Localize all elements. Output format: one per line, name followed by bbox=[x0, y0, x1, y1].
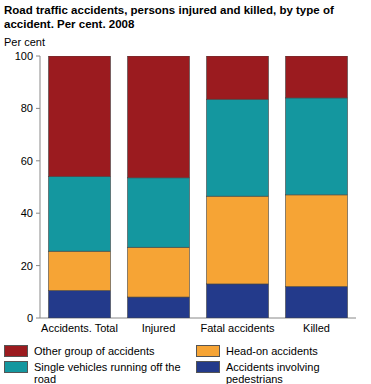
y-tick-label: 40 bbox=[21, 207, 33, 219]
bar-segment bbox=[286, 195, 348, 287]
x-tick-label: Accidents. Total bbox=[41, 322, 118, 334]
y-tick bbox=[36, 318, 40, 319]
y-tick-label: 0 bbox=[27, 312, 33, 324]
legend-entry: Other group of accidents bbox=[4, 345, 184, 357]
x-tick-label: Killed bbox=[303, 322, 330, 334]
bar-segment bbox=[128, 247, 190, 297]
bar-segment bbox=[286, 287, 348, 318]
legend-label: Head-on accidents bbox=[226, 345, 356, 357]
y-tick-label: 20 bbox=[21, 260, 33, 272]
legend-label: Single vehicles running off the road bbox=[34, 361, 184, 384]
y-tick bbox=[36, 108, 40, 109]
y-tick bbox=[36, 56, 40, 57]
x-tick-label: Injured bbox=[142, 322, 176, 334]
bar-segment bbox=[49, 177, 111, 252]
y-tick bbox=[36, 265, 40, 266]
legend-entry: Single vehicles running off the road bbox=[4, 361, 184, 384]
y-tick bbox=[36, 213, 40, 214]
legend-entry: Head-on accidents bbox=[196, 345, 356, 357]
bar-segment bbox=[286, 98, 348, 195]
legend-swatch bbox=[4, 361, 28, 373]
bar-segment bbox=[207, 99, 269, 196]
bar-segment bbox=[128, 178, 190, 247]
title: Road traffic accidents, persons injured … bbox=[4, 3, 334, 31]
legend-swatch bbox=[196, 345, 220, 357]
y-tick-label: 80 bbox=[21, 102, 33, 114]
bar-segment bbox=[207, 284, 269, 318]
x-tick-label: Fatal accidents bbox=[201, 322, 275, 334]
bar-segment bbox=[207, 56, 269, 99]
legend-label: Accidents involving pedestrians bbox=[226, 361, 356, 384]
legend-swatch bbox=[196, 361, 220, 373]
y-tick-label: 100 bbox=[15, 50, 33, 62]
bar-segment bbox=[207, 196, 269, 284]
legend-swatch bbox=[4, 345, 28, 357]
y-axis bbox=[40, 56, 41, 318]
bar-segment bbox=[128, 56, 190, 178]
bar-segment bbox=[49, 56, 111, 177]
legend-label: Other group of accidents bbox=[34, 345, 184, 357]
bars bbox=[49, 56, 348, 318]
legend-entry: Accidents involving pedestrians bbox=[196, 361, 356, 384]
chart: Per cent 0 20 40 60 80 100 Accidents. Total Inju… bbox=[0, 0, 371, 384]
bar-segment bbox=[286, 56, 348, 98]
bar-segment bbox=[49, 290, 111, 318]
bar-segment bbox=[128, 297, 190, 318]
bar-segment bbox=[49, 251, 111, 290]
y-tick bbox=[36, 160, 40, 161]
y-tick-label: 60 bbox=[21, 155, 33, 167]
y-axis-label: Per cent bbox=[4, 36, 45, 48]
